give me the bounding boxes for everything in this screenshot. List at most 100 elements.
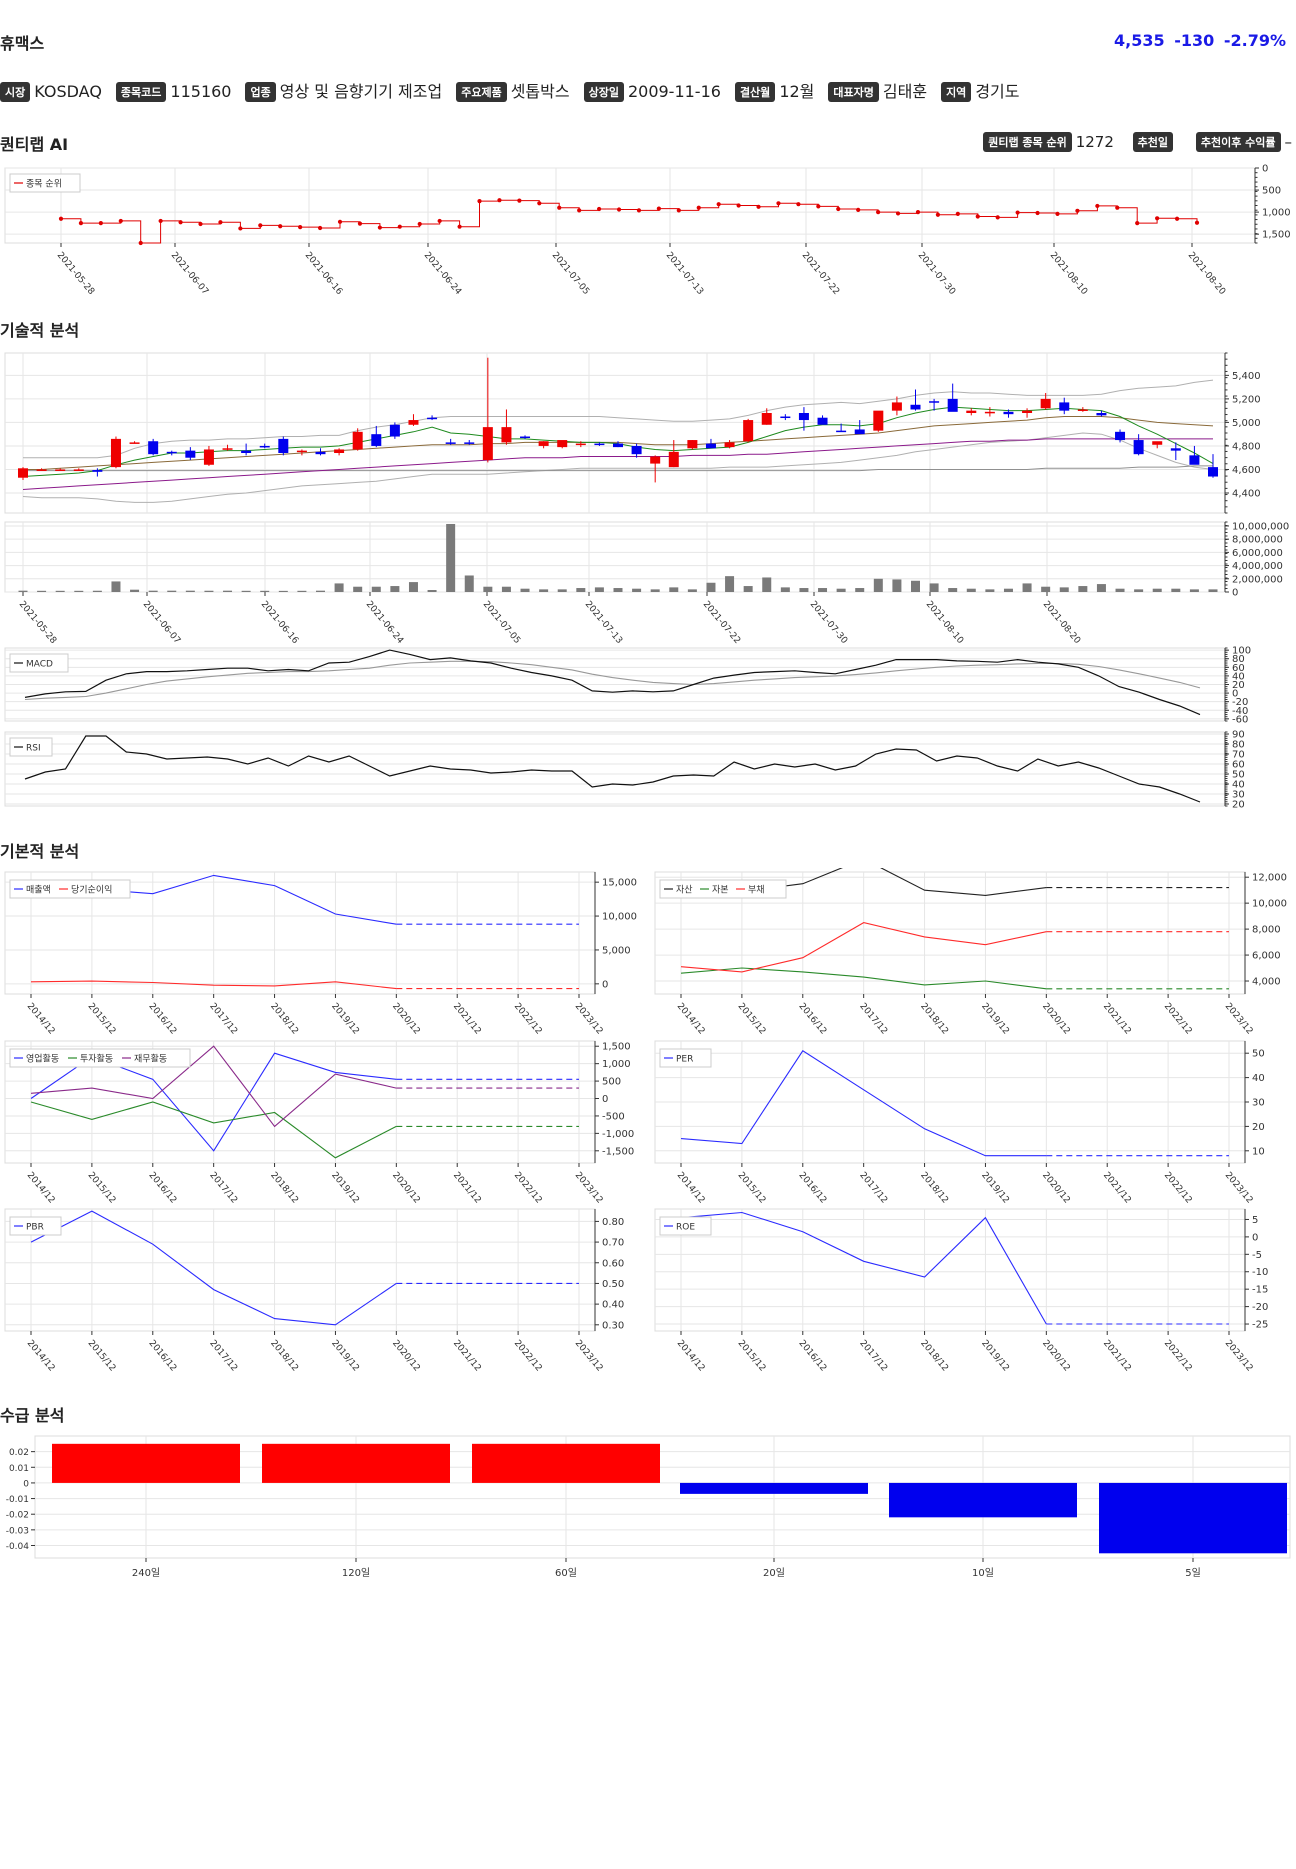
- volume-bar: [111, 581, 121, 592]
- supply-bar: [262, 1443, 450, 1483]
- volume-bar: [501, 586, 511, 592]
- candle-body: [1059, 402, 1070, 411]
- y-tick-label: 0.80: [602, 1217, 624, 1228]
- info-label: 결산월: [734, 82, 776, 102]
- x-tick-label: 2021-06-24: [364, 600, 405, 647]
- y-tick-label: 0.50: [602, 1279, 624, 1290]
- x-tick-label: 2022/12: [1162, 1002, 1194, 1037]
- y-tick-label: -15: [1252, 1285, 1268, 1296]
- x-tick-label: 2021-06-16: [259, 600, 300, 647]
- candle-body: [185, 450, 196, 458]
- volume-bar: [278, 590, 288, 592]
- candle-body: [501, 427, 512, 443]
- candle-body: [594, 443, 605, 446]
- y-tick-label: 1,000: [1262, 208, 1291, 219]
- plot-frame: [654, 1208, 1246, 1332]
- volume-bar: [632, 588, 642, 592]
- x-tick-label: 2021-08-10: [1048, 251, 1089, 298]
- rank-point: [258, 223, 263, 228]
- y-tick-label: 500: [1262, 186, 1281, 197]
- rank-point: [98, 221, 103, 226]
- series-line: [30, 1045, 397, 1128]
- y-tick-label: 500: [602, 1077, 621, 1088]
- ai-section-title: 퀀티랩 AI: [0, 135, 69, 154]
- rank-point: [895, 211, 901, 216]
- y-tick-label: 6,000: [1252, 951, 1281, 962]
- volume-bar: [1115, 588, 1125, 592]
- legend-box: [9, 879, 131, 899]
- info-item: 대표자명 김태훈: [828, 78, 927, 102]
- y-tick-label: 40: [1252, 1073, 1265, 1084]
- rank-point: [497, 198, 502, 203]
- x-tick-label: 2021-07-13: [583, 600, 624, 647]
- y-tick-label: -0.01: [6, 1495, 29, 1505]
- x-tick-label: 2019/12: [329, 1171, 361, 1206]
- info-label: 시장: [0, 82, 31, 102]
- info-label: 대표자명: [828, 82, 879, 102]
- y-tick-label: 40: [1232, 780, 1245, 791]
- candle-body: [148, 441, 159, 455]
- volume-bar: [130, 589, 140, 592]
- x-tick-label: 2023/12: [573, 1171, 605, 1206]
- x-tick-label: 2017/12: [857, 1171, 889, 1206]
- rank-point: [935, 212, 941, 217]
- ai-rank-row: 퀀티랩 종목 순위 1272 추천일 추천이후 수익률 –: [983, 132, 1292, 152]
- y-tick-label: 5,400: [1232, 371, 1261, 382]
- volume-bar: [148, 590, 158, 592]
- volume-bar: [706, 582, 716, 592]
- y-tick-label: 0.30: [602, 1320, 624, 1331]
- x-tick-label: 2019/12: [979, 1339, 1011, 1374]
- rank-point: [557, 205, 562, 210]
- rank-point: [138, 240, 143, 246]
- technical-section-title: 기술적 분석: [0, 321, 80, 340]
- rank-point: [78, 221, 84, 226]
- candle-body: [984, 411, 995, 414]
- rank-point: [975, 214, 980, 219]
- y-tick-label: 8,000,000: [1232, 535, 1283, 546]
- fundamental-section-title: 기본적 분석: [0, 842, 80, 861]
- candle-body: [464, 442, 475, 444]
- legend-label: 자본: [712, 885, 729, 896]
- rank-point: [597, 206, 602, 212]
- candle-body: [110, 438, 121, 468]
- candle-body: [724, 442, 735, 448]
- info-value: 영상 및 음향기기 제조업: [279, 82, 443, 101]
- technical-charts: 4,400 4,600 4,800 5,000 5,200 5,400 0 2,000,000…: [4, 352, 1289, 811]
- indicator-bb-lower: [22, 432, 1214, 503]
- info-label: 지역: [941, 82, 972, 102]
- volume-bar: [687, 589, 697, 592]
- volume-bar: [1003, 588, 1013, 592]
- volume-bar: [353, 586, 363, 592]
- candle-body: [278, 438, 289, 453]
- y-tick-label: 0: [1262, 164, 1268, 175]
- y-tick-label: 4,800: [1232, 441, 1261, 452]
- volume-bar: [855, 588, 865, 592]
- x-tick-label: 2022/12: [512, 1002, 544, 1037]
- candle-body: [1189, 455, 1200, 465]
- x-tick-label: 2017/12: [857, 1002, 889, 1037]
- x-tick-label: 2015/12: [86, 1171, 118, 1206]
- x-tick-label: 2023/12: [573, 1002, 605, 1037]
- candle-body: [241, 450, 252, 453]
- legend-label: RSI: [26, 744, 41, 754]
- volume-bar: [966, 588, 976, 592]
- legend-label: 부채: [748, 885, 765, 896]
- info-label: 주요제품: [456, 82, 507, 102]
- candle-body: [18, 468, 28, 478]
- series-line: [680, 1050, 1047, 1157]
- rank-point: [1015, 210, 1020, 215]
- candle-body: [798, 413, 809, 421]
- y-tick-label: 12,000: [1252, 873, 1287, 884]
- x-tick-label: 2015/12: [86, 1002, 118, 1037]
- rank-point: [1115, 205, 1120, 210]
- y-tick-label: -20: [1232, 697, 1248, 708]
- volume-bar: [74, 590, 84, 592]
- legend-label: 재무활동: [134, 1053, 167, 1065]
- volume-bar: [1171, 588, 1181, 592]
- x-tick-label: 2021-06-16: [303, 251, 344, 298]
- volume-bar: [1059, 587, 1069, 592]
- x-tick-label: 2018/12: [918, 1002, 950, 1037]
- x-tick-label: 2016/12: [796, 1171, 828, 1206]
- x-tick-label: 240일: [132, 1567, 160, 1579]
- x-tick-label: 2020/12: [390, 1002, 422, 1037]
